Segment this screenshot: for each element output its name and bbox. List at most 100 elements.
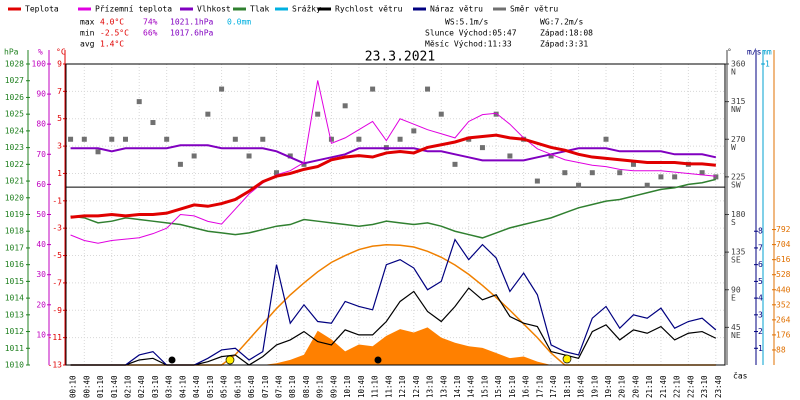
y-tick-label: -1: [52, 196, 62, 205]
x-tick-label: 05:10: [206, 375, 215, 398]
x-tick-label: 15:40: [494, 375, 503, 398]
x-tick-label: 13:10: [426, 375, 435, 398]
direction-point: [356, 136, 362, 142]
legend-label: Teplota: [25, 5, 59, 14]
x-tick-label: 21:40: [659, 375, 668, 398]
info-text: Měsíc Východ:11:33: [425, 40, 512, 49]
stats-value: 4.0°C: [100, 18, 124, 27]
direction-point: [95, 149, 101, 155]
y-tick-label: 1024: [5, 126, 24, 135]
stats-value: 1.4°C: [100, 40, 124, 49]
direction-point: [370, 86, 376, 92]
y-tick-label: 180: [731, 210, 746, 219]
y-tick-label: 1010: [5, 361, 24, 370]
direction-point: [658, 174, 664, 180]
y-tick-label: 45: [731, 323, 741, 332]
y-tick-label: 1027: [5, 76, 24, 85]
stats-value: 66%: [143, 29, 158, 38]
stats-value: -2.5°C: [100, 29, 129, 38]
direction-point: [425, 86, 431, 92]
x-tick-label: 16:10: [508, 375, 517, 398]
direction-point: [122, 136, 128, 142]
direction-point: [617, 170, 623, 176]
x-tick-label: 20:40: [631, 375, 640, 398]
x-tick-label: 10:40: [357, 375, 366, 398]
sunset-marker: [562, 354, 572, 364]
legend-label: Tlak: [250, 5, 269, 14]
y-tick-label: 1: [758, 344, 763, 353]
direction-point: [315, 111, 321, 117]
y-tick-label: 264: [776, 315, 791, 324]
x-tick-label: 02:40: [137, 375, 146, 398]
x-tick-label: 08:10: [288, 375, 297, 398]
x-tick-label: 00:40: [82, 375, 91, 398]
x-tick-label: 07:40: [275, 375, 284, 398]
y-tick-label: 90: [731, 285, 741, 294]
legend-label: Přízemní teplota: [95, 5, 172, 14]
y-tick-label: 80: [36, 120, 46, 129]
direction-point: [342, 103, 348, 109]
y-tick-label: 360: [731, 60, 746, 69]
stats-label: max: [80, 18, 95, 27]
x-tick-label: 13:40: [439, 375, 448, 398]
y-tick-label: 1022: [5, 160, 24, 169]
axis-title: m/s: [747, 48, 762, 57]
y-tick-label: 270: [731, 135, 746, 144]
y-tick-label: 10: [36, 330, 46, 339]
y-tick-label: 8: [758, 227, 763, 236]
direction-point: [699, 170, 705, 176]
direction-point: [397, 136, 403, 142]
y-tick-label: 1015: [5, 277, 24, 286]
y-tick-label: 176: [776, 330, 791, 339]
y-tick-label: 3: [57, 142, 62, 151]
moon-marker: [168, 356, 176, 364]
y-tick-label: 20: [36, 300, 46, 309]
x-tick-label: 12:10: [398, 375, 407, 398]
direction-point: [164, 136, 170, 142]
y-tick-label: 1026: [5, 93, 24, 102]
y-tick-label: 1017: [5, 243, 24, 252]
direction-point: [81, 136, 87, 142]
direction-point: [287, 153, 293, 159]
x-tick-label: 11:40: [384, 375, 393, 398]
direction-point: [260, 136, 266, 142]
y-tick-label: 225: [731, 172, 746, 181]
axis-title: mm: [762, 48, 772, 57]
y-tick-label: 2: [758, 327, 763, 336]
y-tick-label: 1012: [5, 327, 24, 336]
stats-label: avg: [80, 40, 95, 49]
y-tick-label: 30: [36, 270, 46, 279]
direction-point: [136, 99, 142, 105]
x-tick-label: 01:10: [96, 375, 105, 398]
legend-label: Směr větru: [510, 5, 558, 14]
y-tick-label: 1016: [5, 260, 24, 269]
direction-point: [603, 136, 609, 142]
direction-point: [576, 182, 582, 188]
y-tick-label: 1011: [5, 344, 24, 353]
direction-point: [672, 174, 678, 180]
direction-point: [274, 170, 280, 176]
x-tick-label: 23:10: [700, 375, 709, 398]
direction-point: [452, 161, 458, 167]
y-tick-label: 616: [776, 255, 791, 264]
y-tick-label: 9: [57, 60, 62, 69]
y-tick-label: 70: [36, 150, 46, 159]
x-tick-label: 16:40: [522, 375, 531, 398]
x-tick-label: 17:10: [535, 375, 544, 398]
info-text: Slunce Východ:05:47: [425, 29, 517, 38]
series-line: [70, 133, 716, 219]
direction-point: [589, 170, 595, 176]
y-tick-label: 1019: [5, 210, 24, 219]
direction-point: [630, 161, 636, 167]
y-tick-label: -9: [52, 306, 62, 315]
x-tick-label: 06:10: [233, 375, 242, 398]
x-tick-label: 20:10: [618, 375, 627, 398]
chart-title: 23.3.2021: [365, 50, 435, 65]
y-tick-label: 5: [57, 114, 62, 123]
x-tick-label: 18:10: [563, 375, 572, 398]
direction-point: [150, 120, 156, 126]
y-tick-label: 1023: [5, 143, 24, 152]
y-tick-label: 88: [776, 345, 786, 354]
x-tick-label: 23:40: [714, 375, 723, 398]
